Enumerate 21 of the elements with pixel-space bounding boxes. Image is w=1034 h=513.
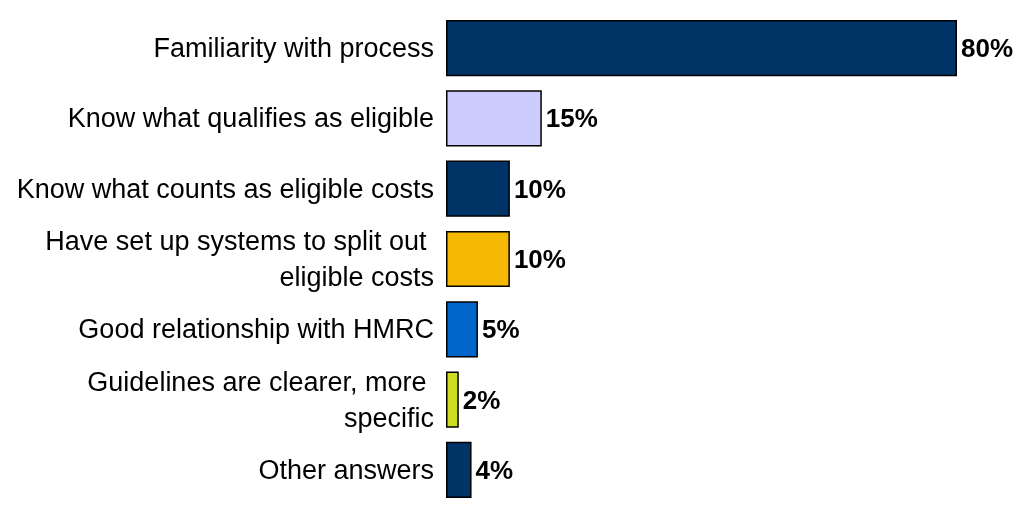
y-tick-label: Know what counts as eligible costs	[16, 173, 434, 204]
y-tick-label: Good relationship with HMRC	[78, 314, 434, 345]
y-tick-label: Other answers	[258, 454, 434, 485]
y-tick-label: Guidelines are clearer, more specific	[87, 366, 434, 433]
bar	[446, 90, 542, 147]
y-tick-label: Have set up systems to split out eligible costs	[45, 226, 434, 292]
data-label: 2%	[462, 384, 501, 415]
bar	[446, 301, 478, 358]
bar	[446, 230, 510, 288]
bar	[446, 20, 957, 77]
data-label: 10%	[513, 173, 566, 204]
bar	[446, 441, 472, 498]
y-tick-label: Familiarity with process	[153, 33, 434, 64]
y-tick-label: Know what qualifies as eligible	[67, 103, 434, 134]
data-label: 15%	[545, 103, 598, 134]
bar	[446, 160, 510, 217]
data-label: 10%	[513, 244, 566, 274]
bar	[446, 371, 459, 428]
data-label: 5%	[481, 314, 520, 345]
data-label: 80%	[961, 33, 1014, 64]
data-label: 4%	[475, 454, 514, 485]
